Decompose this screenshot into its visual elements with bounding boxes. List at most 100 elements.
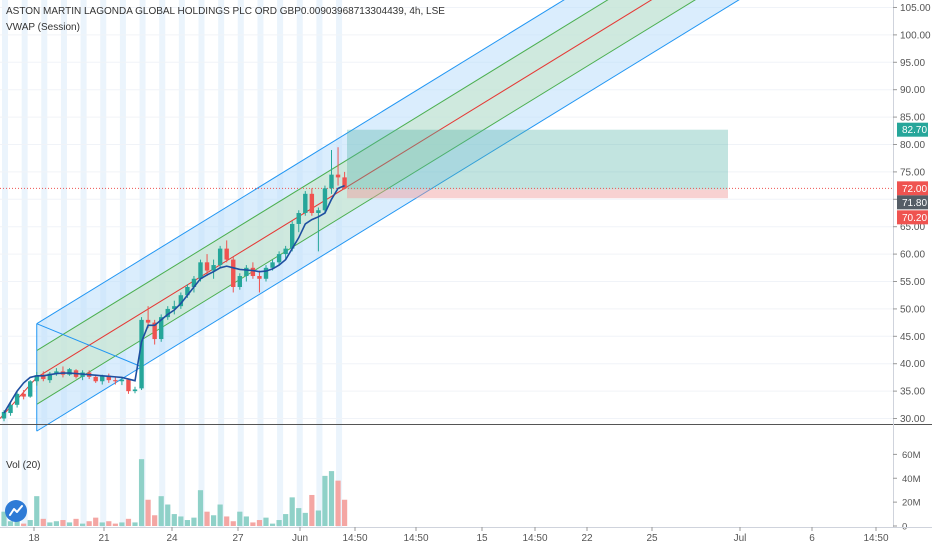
candle-body bbox=[47, 373, 53, 381]
volume-bar bbox=[269, 523, 276, 526]
candle-body bbox=[250, 267, 256, 277]
candle-body bbox=[257, 276, 262, 279]
price-tick-label: 35.00 bbox=[900, 387, 925, 398]
channel-line bbox=[36, 0, 740, 432]
volume-label: Vol (20) bbox=[6, 460, 41, 471]
session-stripe bbox=[80, 0, 87, 527]
volume-bar bbox=[158, 496, 164, 526]
volume-bar bbox=[178, 516, 184, 526]
candle-body bbox=[132, 389, 138, 392]
candle-body bbox=[329, 174, 334, 189]
candle-body bbox=[263, 267, 269, 279]
time-tick-label: 14:50 bbox=[522, 533, 547, 544]
volume-bar bbox=[1, 511, 7, 526]
vwap-line bbox=[3, 184, 345, 414]
candles bbox=[1, 147, 347, 422]
volume-tick-label: 60M bbox=[902, 450, 921, 461]
candle-body bbox=[224, 248, 229, 260]
candle-body bbox=[152, 322, 157, 340]
candle-body bbox=[139, 319, 144, 389]
target-zone bbox=[347, 129, 728, 190]
volume-bar bbox=[145, 499, 151, 526]
volume-bar bbox=[73, 518, 79, 526]
session-stripe bbox=[100, 0, 107, 527]
candle-body bbox=[178, 295, 184, 307]
volume-bar bbox=[47, 522, 53, 526]
candle-body bbox=[290, 223, 295, 249]
volume-bar bbox=[283, 514, 289, 526]
stop-price-badge bbox=[897, 210, 928, 225]
price-tick-label: 75.00 bbox=[900, 167, 925, 178]
volume-bar bbox=[243, 516, 249, 526]
tradingview-logo-icon[interactable] bbox=[5, 500, 27, 522]
time-tick-label: 14:50 bbox=[863, 533, 888, 544]
candle-body bbox=[34, 375, 39, 382]
volume-bar bbox=[276, 520, 282, 526]
price-tick-label: 80.00 bbox=[900, 140, 925, 151]
candle-body bbox=[159, 317, 164, 340]
candle-body bbox=[93, 376, 98, 382]
price-tick-label: 60.00 bbox=[900, 250, 925, 261]
candle-body bbox=[309, 193, 315, 213]
volume-bar bbox=[296, 508, 302, 526]
volume-bar bbox=[256, 520, 263, 526]
price-tick-label: 50.00 bbox=[900, 304, 925, 315]
candle-body bbox=[126, 379, 131, 392]
channel-outer-band bbox=[36, 0, 739, 432]
volume-bar bbox=[237, 511, 243, 526]
volume-bar bbox=[27, 520, 33, 526]
price-tick-label: 105.00 bbox=[900, 3, 931, 14]
volume-bar bbox=[21, 523, 27, 526]
candle-body bbox=[231, 259, 236, 287]
candle-body bbox=[106, 375, 111, 381]
volume-bar bbox=[204, 511, 210, 526]
candle-body bbox=[54, 371, 59, 374]
time-tick-label: 27 bbox=[232, 533, 244, 544]
time-tick-label: 14:50 bbox=[403, 533, 428, 544]
volume-bar bbox=[191, 517, 197, 526]
candle-body bbox=[316, 210, 321, 213]
volume-bar bbox=[230, 521, 236, 526]
volume-bar bbox=[80, 523, 86, 526]
volume-bar bbox=[7, 521, 14, 526]
volume-bar bbox=[138, 459, 145, 526]
candle-body bbox=[244, 267, 249, 277]
time-axis: 18 21 24 27 Jun 14:50 14:50 15 14:50 22 25 Jul 6 14:5… bbox=[0, 527, 932, 544]
volume-bar bbox=[66, 522, 73, 526]
candle-body bbox=[185, 286, 190, 296]
session-stripe bbox=[336, 0, 343, 527]
session-stripe bbox=[119, 0, 126, 527]
time-tick-label: 6 bbox=[809, 533, 815, 544]
volume-bar bbox=[119, 522, 125, 526]
volume-bar bbox=[197, 490, 204, 526]
session-stripe bbox=[21, 0, 28, 527]
volume-bar bbox=[106, 521, 112, 526]
price-tick-label: 85.00 bbox=[900, 113, 925, 124]
candle-body bbox=[14, 393, 20, 405]
volume-bar bbox=[152, 515, 158, 526]
volume-bar bbox=[342, 499, 348, 526]
volume-bar bbox=[250, 522, 256, 526]
candle-body bbox=[342, 177, 347, 189]
price-tick-label: 30.00 bbox=[900, 414, 925, 425]
candle-body bbox=[67, 369, 72, 375]
volume-bar bbox=[309, 494, 315, 526]
volume-bar bbox=[217, 504, 223, 526]
candle-body bbox=[119, 379, 125, 382]
time-tick-label: 15 bbox=[476, 533, 488, 544]
volume-bar bbox=[211, 515, 217, 526]
candle-body bbox=[283, 248, 288, 255]
candle-body bbox=[270, 262, 275, 268]
candle-body bbox=[217, 248, 223, 266]
candle-body bbox=[21, 393, 26, 397]
time-tick-label: 14:50 bbox=[342, 533, 367, 544]
candle-body bbox=[41, 374, 46, 380]
long-position-tool bbox=[347, 129, 728, 199]
candle-body bbox=[100, 375, 105, 382]
chart-title: ASTON MARTIN LAGONDA GLOBAL HOLDINGS PLC… bbox=[6, 6, 445, 17]
price-tick-label: 55.00 bbox=[900, 277, 925, 288]
indicator-label: VWAP (Session) bbox=[6, 22, 80, 33]
channel-line bbox=[36, 0, 653, 378]
candle-body bbox=[204, 262, 210, 271]
